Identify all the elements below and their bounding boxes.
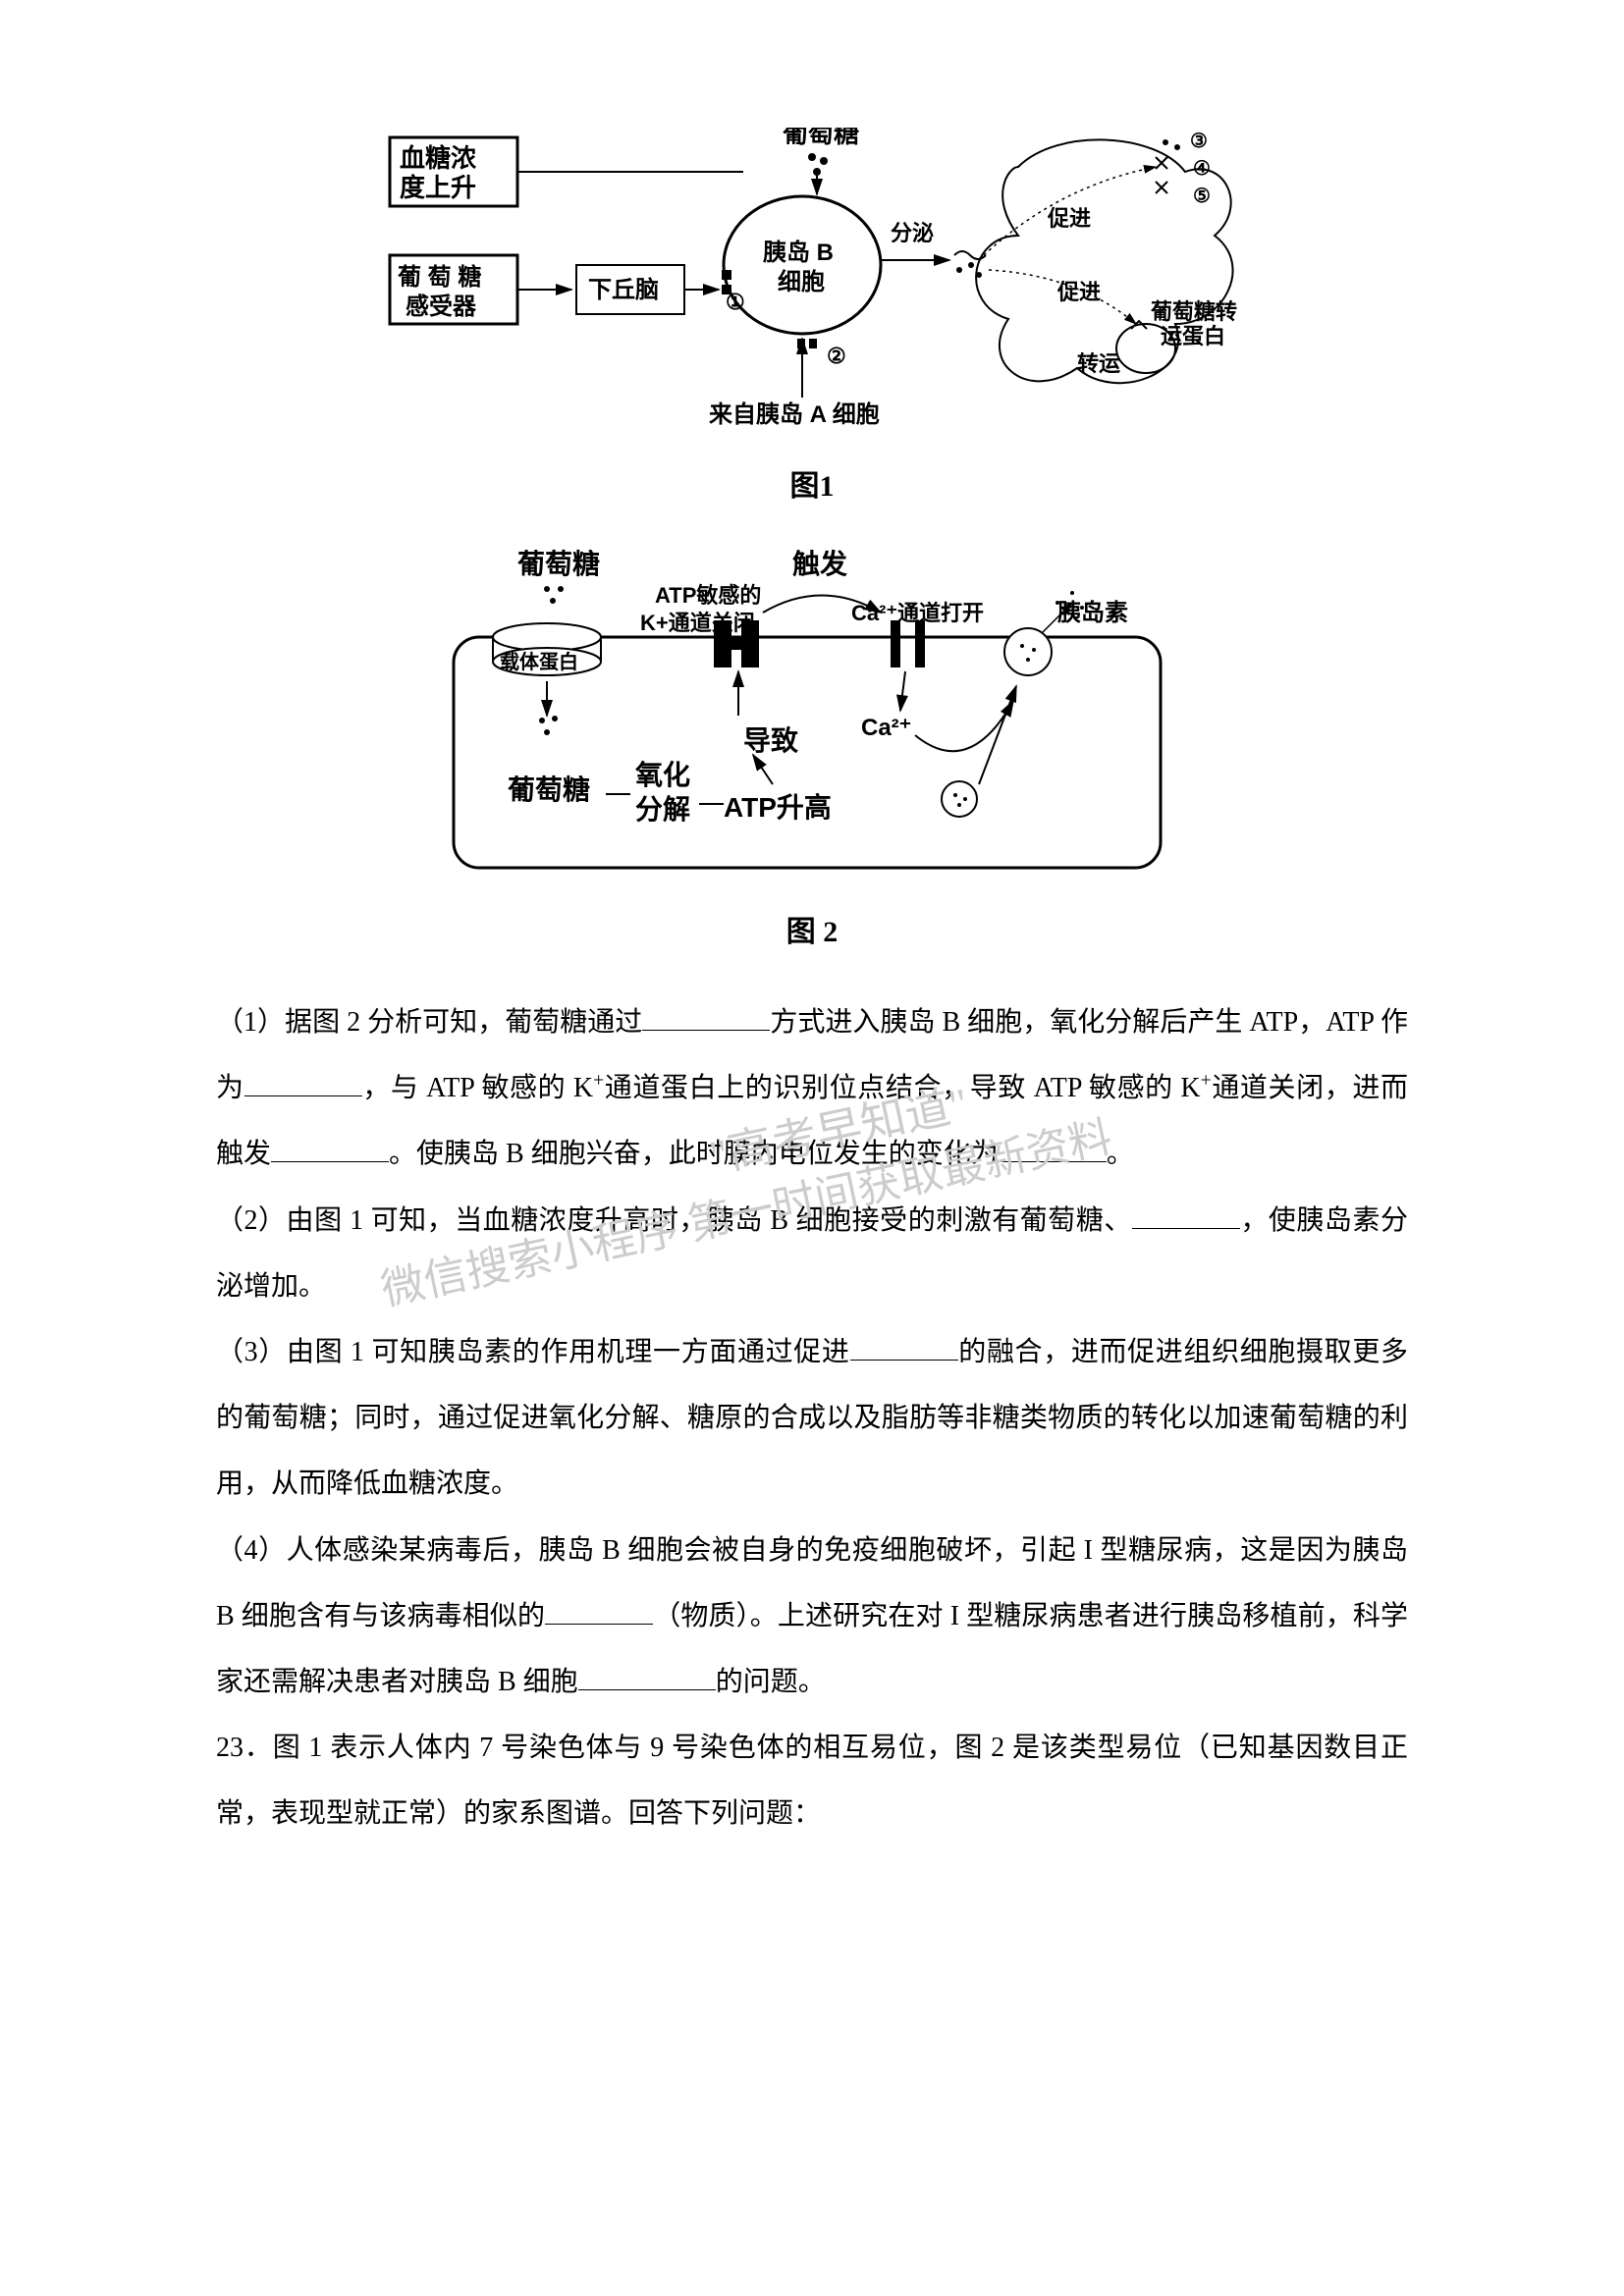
q2-blank1 <box>1132 1196 1240 1229</box>
q1-para: （1）据图 2 分析可知，葡萄糖通过方式进入胰岛 B 细胞，氧化分解后产生 AT… <box>216 989 1408 1188</box>
d2-glucose-top: 葡萄糖 <box>517 549 600 579</box>
d1-receptor-l1: 葡 萄 糖 <box>397 263 481 291</box>
q4-seg3: 的问题。 <box>716 1667 826 1697</box>
d1-num4: ④ <box>1193 158 1211 180</box>
d2-oxi-l1: 氧化 <box>635 760 690 790</box>
d2-carrier: 载体蛋白 <box>500 650 578 673</box>
q23-para: 23．图 1 表示人体内 7 号染色体与 9 号染色体的相互易位，图 2 是该类… <box>216 1715 1408 1846</box>
q4-para: （4）人体感染某病毒后，胰岛 B 细胞会被自身的免疫细胞破坏，引起 I 型糖尿病… <box>216 1518 1408 1716</box>
d1-glutrans-l1: 葡萄糖转 <box>1150 299 1237 324</box>
diagram-1-wrap: 血糖浓 度上升 葡 萄 糖 感受器 下丘脑 胰岛 B 细胞 葡萄糖 <box>216 118 1408 989</box>
q23-text: 23．图 1 表示人体内 7 号染色体与 9 号染色体的相互易位，图 2 是该类… <box>216 1733 1408 1829</box>
d2-insulin: 胰岛素 <box>1057 599 1128 626</box>
d1-glutrans-l2: 运蛋白 <box>1161 324 1225 348</box>
d1-secrete: 分泌 <box>891 221 934 245</box>
text-body: （1）据图 2 分析可知，葡萄糖通过方式进入胰岛 B 细胞，氧化分解后产生 AT… <box>216 989 1408 1846</box>
q1-blank3 <box>271 1130 389 1163</box>
d2-trigger: 触发 <box>792 548 847 579</box>
d1-isletb-l2: 细胞 <box>778 268 825 295</box>
diagram-2-caption: 图 2 <box>786 907 839 950</box>
q1-seg1: （1）据图 2 分析可知，葡萄糖通过 <box>216 1007 642 1038</box>
d1-blood-sugar-l1: 血糖浓 <box>400 143 477 173</box>
d1-glucose-top: 葡萄糖 <box>783 128 859 148</box>
q4-blank1 <box>545 1591 653 1625</box>
q1-sup2: + <box>1201 1071 1212 1092</box>
d1-num2: ② <box>827 344 846 368</box>
d2-atprise: ATP升高 <box>724 792 832 823</box>
page-root: "高考早知道" 微信搜索小程序 第一时间获取最新资料 血糖浓 度上升 葡 萄 糖… <box>0 0 1624 2296</box>
q2-para: （2）由图 1 可知，当血糖浓度升高时，胰岛 B 细胞接受的刺激有葡萄糖、，使胰… <box>216 1188 1408 1319</box>
d1-blood-sugar-l2: 度上升 <box>400 173 476 202</box>
q2-seg1: （2）由图 1 可知，当血糖浓度升高时，胰岛 B 细胞接受的刺激有葡萄糖、 <box>216 1205 1132 1236</box>
diagram-2-svg: 葡萄糖 触发 ATP敏感的 K+通道关闭 Ca²⁺通道打开 胰岛素 载体蛋白 <box>429 544 1195 897</box>
q4-blank2 <box>578 1657 716 1690</box>
q1-seg3b: 通道蛋白上的识别位点结合，导致 ATP 敏感的 K <box>604 1073 1200 1103</box>
d1-transport: 转运 <box>1077 351 1120 376</box>
d2-ca2: Ca²⁺ <box>861 715 911 741</box>
diagram-1-caption: 图1 <box>790 461 835 505</box>
d2-oxi-l2: 分解 <box>635 794 690 825</box>
q1-blank1 <box>642 997 770 1031</box>
d1-num5: ⑤ <box>1193 186 1211 207</box>
q1-sup1: + <box>593 1071 604 1092</box>
d1-receptor-l2: 感受器 <box>406 293 477 320</box>
d1-isletb-l1: 胰岛 B <box>763 239 834 266</box>
q3-seg1: （3）由图 1 可知胰岛素的作用机理一方面通过促进 <box>216 1337 850 1367</box>
d1-from-a: 来自胰岛 A 细胞 <box>709 400 880 428</box>
q1-blank4 <box>999 1130 1107 1163</box>
q1-seg6: 。 <box>1107 1139 1134 1169</box>
d1-promote1: 促进 <box>1047 206 1091 231</box>
d2-leadto: 导致 <box>743 725 799 756</box>
d1-num3: ③ <box>1190 131 1208 152</box>
diagram-1-svg: 血糖浓 度上升 葡 萄 糖 感受器 下丘脑 胰岛 B 细胞 葡萄糖 <box>370 128 1254 442</box>
q1-seg3: ，与 ATP 敏感的 K <box>362 1073 594 1103</box>
d1-hypothalamus: 下丘脑 <box>588 276 659 303</box>
q1-seg5: 。使胰岛 B 细胞兴奋，此时膜内电位发生的变化为 <box>389 1139 999 1169</box>
q1-blank2 <box>244 1064 362 1097</box>
q3-para: （3）由图 1 可知胰岛素的作用机理一方面通过促进的融合，进而促进组织细胞摄取更… <box>216 1319 1408 1518</box>
d2-glucose-in: 葡萄糖 <box>508 774 590 805</box>
q3-blank1 <box>850 1327 958 1361</box>
d2-atpchan-l2: K+通道关闭 <box>640 611 755 635</box>
d2-atpchan-l1: ATP敏感的 <box>655 583 761 608</box>
